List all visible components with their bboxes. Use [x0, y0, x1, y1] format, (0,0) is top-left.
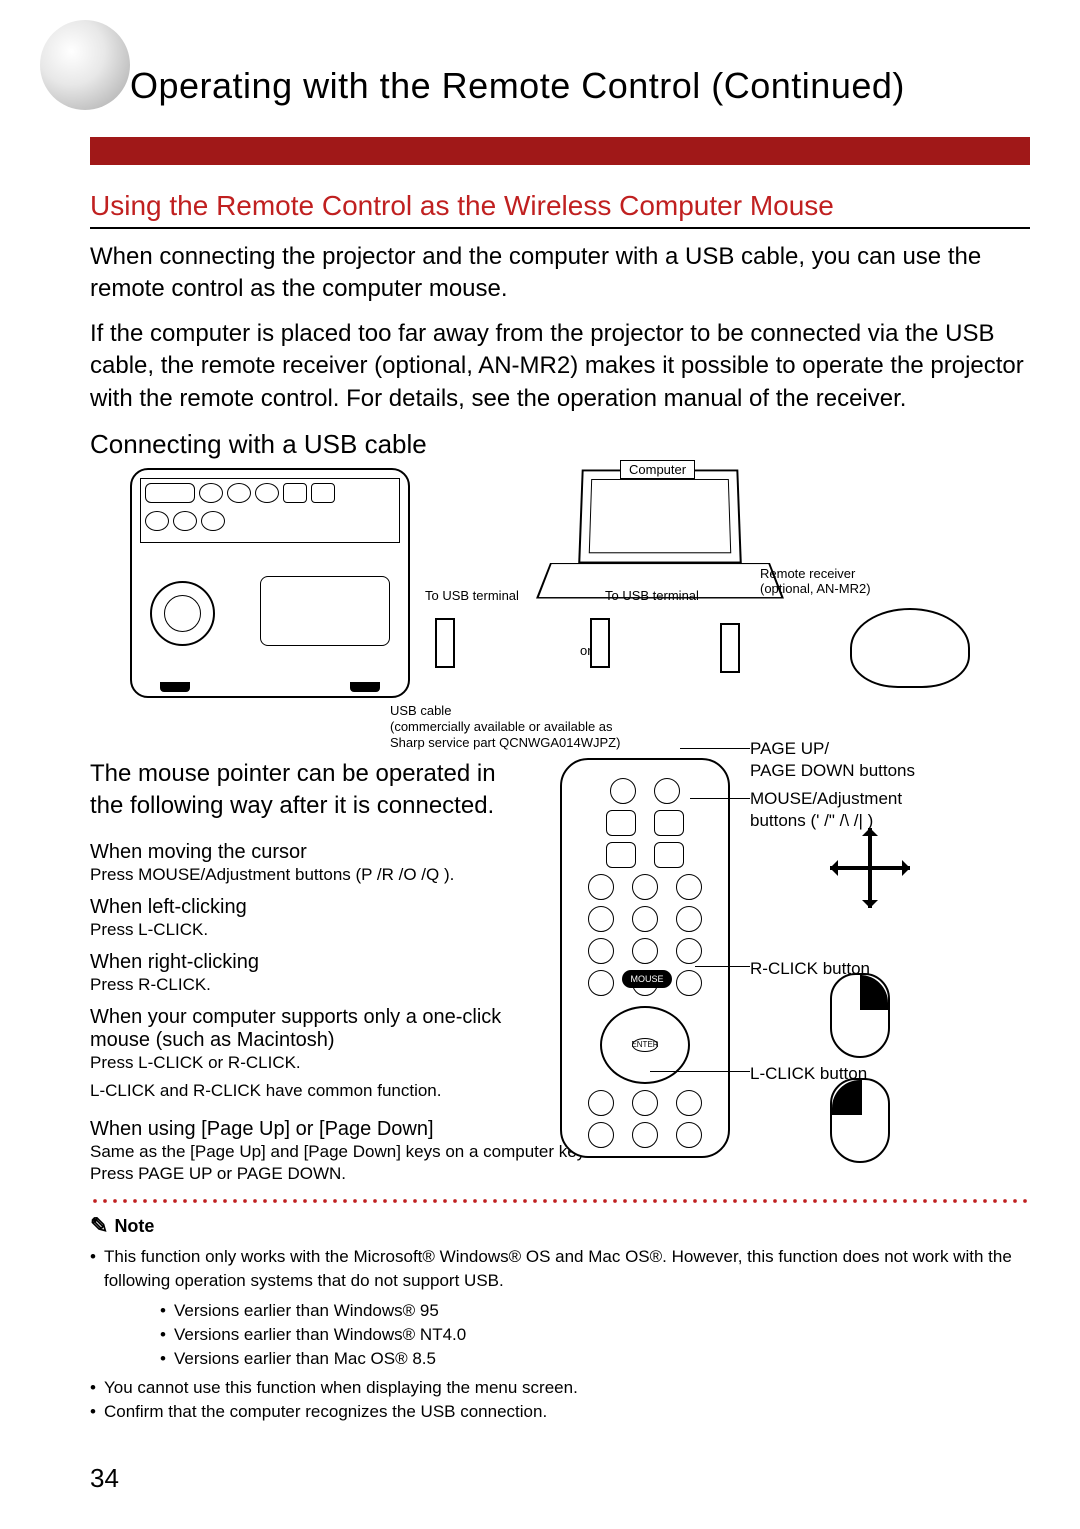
- projector-illustration: [130, 468, 410, 698]
- usb-cable-note: USB cable (commercially available or ava…: [390, 703, 620, 752]
- page-number: 34: [90, 1463, 119, 1494]
- action-move-body: Press MOUSE/Adjustment buttons (P /R /O …: [90, 864, 510, 886]
- remote-control-illustration: MOUSE: [560, 758, 730, 1158]
- note-hand-icon: ✎: [90, 1213, 108, 1239]
- red-divider-bar: [90, 137, 1030, 165]
- action-leftclick-heading: When left-clicking: [90, 896, 510, 919]
- decorative-sphere: [40, 20, 130, 110]
- action-move-heading: When moving the cursor: [90, 841, 510, 864]
- to-usb-label-1: To USB terminal: [425, 588, 519, 603]
- receiver-label: Remote receiver (optional, AN-MR2): [760, 566, 871, 596]
- to-usb-label-2: To USB terminal: [605, 588, 699, 603]
- action-oneclick-body1: Press L-CLICK or R-CLICK.: [90, 1052, 510, 1074]
- action-rightclick-heading: When right-clicking: [90, 951, 510, 974]
- mouse-leftclick-icon: [830, 1078, 890, 1163]
- mouse-rightclick-icon: [830, 973, 890, 1058]
- computer-label: Computer: [620, 460, 695, 479]
- note-heading: ✎ Note: [90, 1213, 1030, 1239]
- note-subitem-2: Versions earlier than Windows® NT4.0: [160, 1323, 1030, 1347]
- section-title: Using the Remote Control as the Wireless…: [90, 190, 1030, 222]
- usb-plug-icon: [590, 618, 610, 668]
- pointer-intro: The mouse pointer can be operated in the…: [90, 758, 510, 823]
- page-title: Operating with the Remote Control (Conti…: [130, 65, 1030, 107]
- usb-plug-icon: [720, 623, 740, 673]
- note-heading-text: Note: [114, 1216, 154, 1237]
- note-item-2: You cannot use this function when displa…: [90, 1376, 1030, 1400]
- action-oneclick-heading: When your computer supports only a one-c…: [90, 1006, 510, 1052]
- usb-cable-heading: Connecting with a USB cable: [90, 429, 1030, 460]
- dotted-separator: [90, 1199, 1030, 1203]
- callout-pageupdown: PAGE UP/ PAGE DOWN buttons: [750, 738, 915, 782]
- usb-plug-icon: [435, 618, 455, 668]
- note-item-3: Confirm that the computer recognizes the…: [90, 1400, 1030, 1424]
- action-leftclick-body: Press L-CLICK.: [90, 919, 510, 941]
- intro-paragraph-1: When connecting the projector and the co…: [90, 241, 1030, 306]
- note-subitem-3: Versions earlier than Mac OS® 8.5: [160, 1347, 1030, 1371]
- note-item-1: This function only works with the Micros…: [90, 1245, 1030, 1293]
- remote-receiver-illustration: [850, 608, 970, 688]
- remote-callout-diagram: MOUSE PAGE UP/ PAGE DOWN buttons MOUSE/A…: [530, 758, 1030, 1108]
- direction-arrows-icon: [830, 828, 910, 908]
- note-subitem-1: Versions earlier than Windows® 95: [160, 1299, 1030, 1323]
- action-oneclick-body2: L-CLICK and R-CLICK have common function…: [90, 1080, 510, 1102]
- connection-diagram: Computer To USB terminal To USB terminal…: [90, 468, 1030, 748]
- callout-mouseadj: MOUSE/Adjustment buttons (' /" /\ /| ): [750, 788, 902, 832]
- section-underline: [90, 227, 1030, 229]
- action-page-body: Same as the [Page Up] and [Page Down] ke…: [90, 1141, 1030, 1185]
- action-rightclick-body: Press R-CLICK.: [90, 974, 510, 996]
- intro-paragraph-2: If the computer is placed too far away f…: [90, 318, 1030, 415]
- or-label: or: [580, 643, 592, 658]
